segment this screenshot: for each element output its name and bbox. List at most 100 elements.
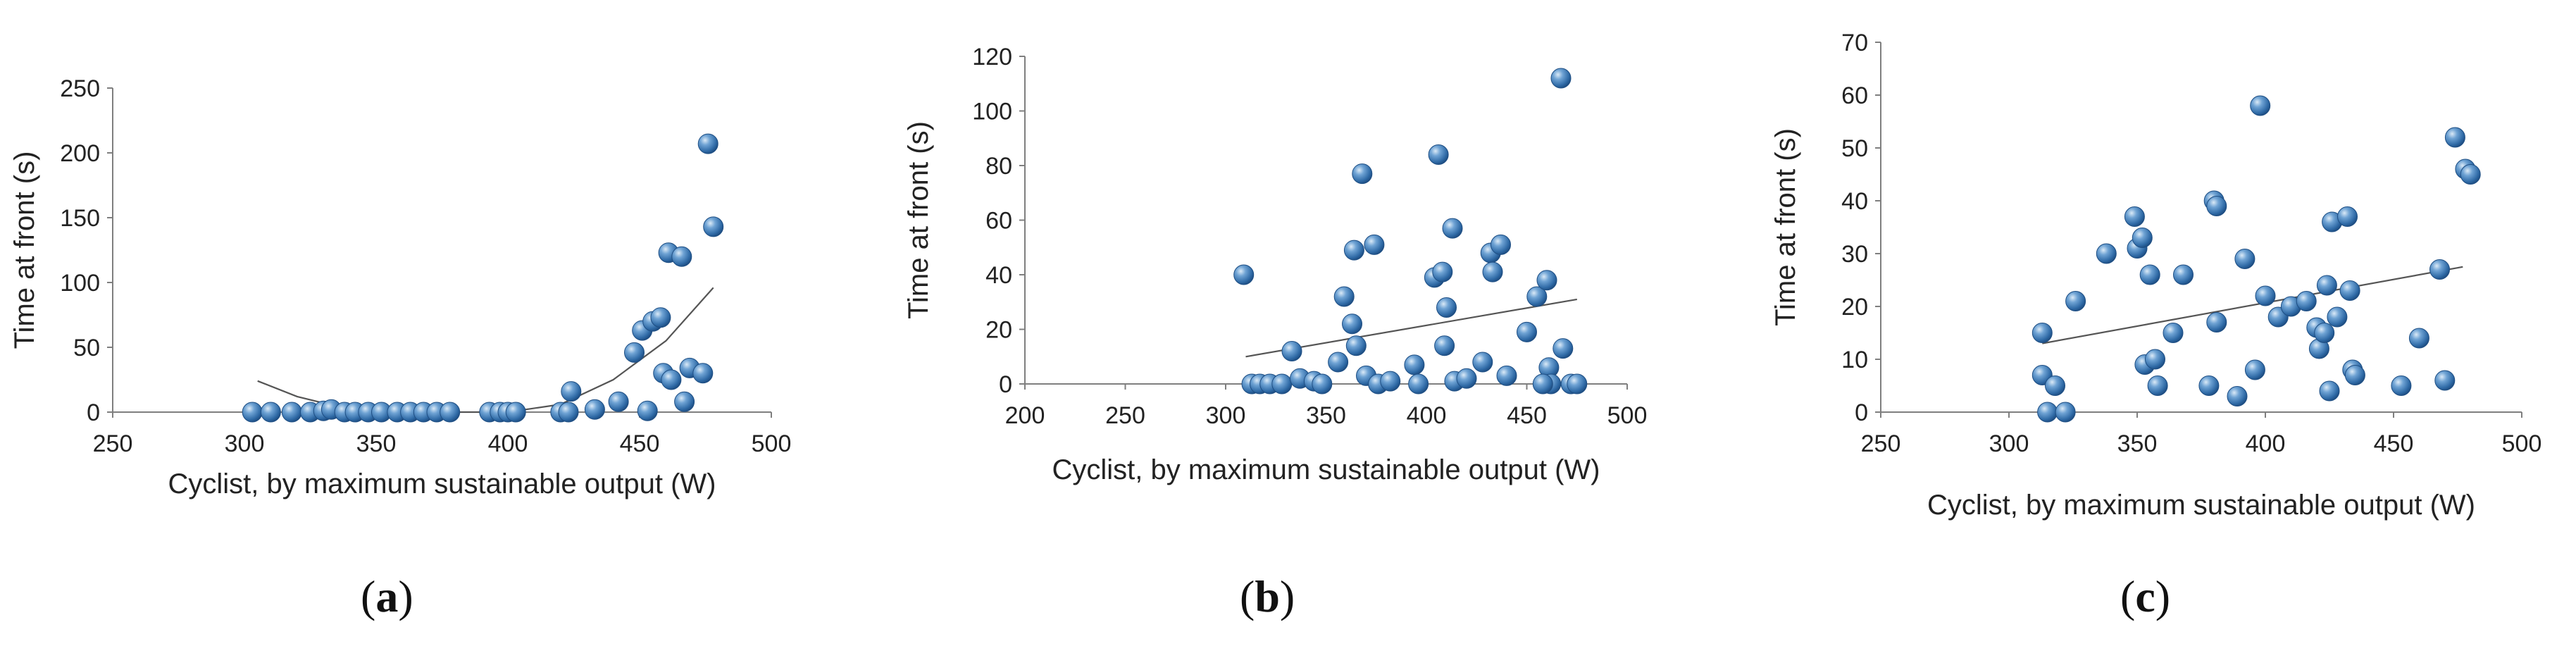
data-point bbox=[2337, 206, 2358, 227]
data-point bbox=[1517, 321, 1537, 342]
x-tick-label: 450 bbox=[2374, 430, 2414, 457]
data-point bbox=[584, 399, 605, 420]
data-point bbox=[505, 402, 526, 423]
data-point bbox=[2434, 370, 2456, 391]
data-point bbox=[1345, 335, 1367, 356]
data-point bbox=[1364, 234, 1385, 255]
data-point bbox=[1312, 373, 1333, 395]
x-tick-label: 250 bbox=[1861, 430, 1901, 457]
data-point bbox=[2327, 306, 2348, 328]
trend-line bbox=[2042, 266, 2463, 344]
data-point bbox=[558, 402, 579, 423]
x-axis-label: Cyclist, by maximum sustainable output (… bbox=[1927, 490, 2475, 521]
y-tick-label: 30 bbox=[1841, 241, 1868, 268]
data-point bbox=[1434, 335, 1455, 356]
x-tick-label: 350 bbox=[356, 430, 397, 457]
data-point bbox=[1472, 352, 1493, 373]
x-tick-label: 200 bbox=[1005, 402, 1045, 429]
data-point bbox=[637, 400, 658, 421]
data-point bbox=[1271, 373, 1293, 395]
chart-panel-b: 0 20 40 60 80 100 120 200 250 300 350 400 450 500 Cycl… bbox=[884, 21, 1694, 535]
y-tick-label: 120 bbox=[972, 44, 1012, 70]
y-tick-label: 40 bbox=[1841, 188, 1868, 215]
data-point bbox=[2031, 323, 2053, 343]
data-point bbox=[1553, 338, 1574, 359]
data-point bbox=[608, 391, 629, 412]
y-tick-label: 100 bbox=[972, 99, 1012, 125]
y-tick-label: 50 bbox=[1841, 135, 1868, 162]
data-point bbox=[2244, 359, 2265, 380]
data-point bbox=[2206, 312, 2227, 333]
x-tick-label: 450 bbox=[620, 430, 660, 457]
y-tick-label: 50 bbox=[73, 335, 100, 361]
x-tick-label: 500 bbox=[2502, 430, 2542, 457]
data-point bbox=[2314, 323, 2335, 343]
caption-b: (b) bbox=[1240, 571, 1295, 621]
x-tick-label: 400 bbox=[2246, 430, 2286, 457]
data-point bbox=[692, 363, 714, 384]
data-point bbox=[624, 342, 645, 363]
y-tick-label: 80 bbox=[985, 153, 1012, 180]
data-point bbox=[661, 369, 682, 390]
data-point bbox=[2045, 375, 2065, 396]
y-tick-label: 40 bbox=[985, 262, 1012, 289]
data-point bbox=[2408, 328, 2429, 349]
data-point bbox=[2444, 127, 2465, 148]
caption-letter-c: c bbox=[2135, 571, 2155, 621]
y-tick-label: 70 bbox=[1841, 30, 1868, 56]
data-point bbox=[561, 381, 582, 402]
y-tick-label: 0 bbox=[999, 371, 1012, 398]
data-point bbox=[1532, 373, 1553, 395]
chart-panel-c: 0 10 20 30 40 50 60 70 250 300 350 400 450 500 Cyclist… bbox=[1761, 14, 2576, 549]
data-point bbox=[440, 402, 461, 423]
data-point bbox=[2145, 349, 2165, 370]
caption-letter-b: b bbox=[1255, 571, 1280, 621]
x-tick-label: 400 bbox=[488, 430, 528, 457]
data-point bbox=[2429, 259, 2450, 280]
data-point bbox=[1428, 144, 1449, 165]
data-point bbox=[2296, 291, 2317, 311]
data-point bbox=[1432, 261, 1453, 282]
data-point bbox=[697, 133, 718, 154]
y-tick-label: 10 bbox=[1841, 347, 1868, 373]
data-point bbox=[2319, 380, 2340, 402]
data-point bbox=[2173, 264, 2194, 285]
data-point bbox=[2460, 164, 2481, 185]
x-tick-label: 250 bbox=[1105, 402, 1145, 429]
data-point bbox=[2198, 375, 2220, 396]
data-point bbox=[2206, 196, 2227, 216]
x-tick-label: 500 bbox=[752, 430, 792, 457]
data-point bbox=[703, 216, 724, 237]
data-point bbox=[2065, 291, 2086, 311]
data-point bbox=[1343, 240, 1364, 261]
data-point bbox=[1491, 234, 1511, 255]
data-point bbox=[2055, 402, 2076, 423]
data-point bbox=[1281, 341, 1302, 361]
data-point bbox=[2344, 365, 2365, 385]
scatter-chart-c: 0 10 20 30 40 50 60 70 250 300 350 400 450 500 Cyclist… bbox=[1770, 30, 2542, 521]
y-axis-label: Time at front (s) bbox=[9, 151, 40, 349]
x-tick-label: 300 bbox=[1206, 402, 1246, 429]
data-point bbox=[1526, 286, 1548, 307]
data-point bbox=[2163, 323, 2184, 343]
y-tick-label: 0 bbox=[1855, 399, 1868, 426]
data-point bbox=[281, 402, 302, 423]
data-point bbox=[1550, 68, 1572, 89]
y-tick-label: 250 bbox=[60, 75, 100, 102]
data-point bbox=[2139, 264, 2160, 285]
data-point bbox=[671, 246, 692, 267]
data-point bbox=[2339, 280, 2360, 301]
x-tick-label: 300 bbox=[225, 430, 265, 457]
data-point bbox=[242, 402, 263, 423]
chart-panel-a: 0 50 100 150 200 250 250 300 350 400 450 500 Cyclist… bbox=[0, 0, 831, 535]
data-point bbox=[2147, 375, 2168, 396]
data-point bbox=[1404, 354, 1425, 375]
y-tick-label: 60 bbox=[985, 208, 1012, 235]
data-point bbox=[2037, 402, 2058, 423]
data-point bbox=[1442, 218, 1463, 239]
data-point bbox=[1233, 264, 1255, 285]
x-tick-label: 450 bbox=[1507, 402, 1547, 429]
data-point bbox=[1333, 286, 1355, 307]
x-tick-label: 300 bbox=[1989, 430, 2029, 457]
data-point bbox=[1536, 270, 1557, 291]
